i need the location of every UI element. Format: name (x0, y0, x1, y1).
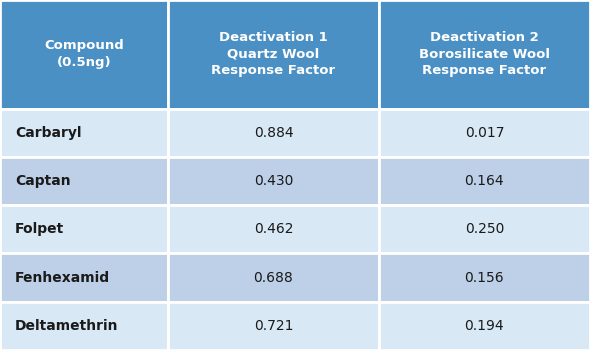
Bar (379, 205, 590, 253)
Text: 0.164: 0.164 (464, 174, 504, 188)
Bar (168, 108, 379, 157)
Bar (0, 253, 168, 302)
Bar (0, 302, 168, 350)
Bar (168, 253, 379, 302)
Text: Carbaryl: Carbaryl (15, 126, 81, 140)
Bar (0, 108, 168, 157)
Text: Deactivation 2
Borosilicate Wool
Response Factor: Deactivation 2 Borosilicate Wool Respons… (419, 31, 550, 77)
Text: 0.017: 0.017 (465, 126, 504, 140)
Text: 0.721: 0.721 (254, 319, 293, 333)
Bar (168, 302, 379, 350)
Bar (168, 205, 379, 253)
Bar (0, 205, 168, 253)
Bar (379, 302, 590, 350)
Bar (168, 0, 379, 108)
Bar (0, 157, 168, 205)
Bar (0, 0, 168, 108)
Text: Captan: Captan (15, 174, 70, 188)
Bar (379, 0, 590, 108)
Text: Deactivation 1
Quartz Wool
Response Factor: Deactivation 1 Quartz Wool Response Fact… (211, 31, 336, 77)
Text: Fenhexamid: Fenhexamid (15, 271, 110, 285)
Text: 0.156: 0.156 (464, 271, 504, 285)
Bar (379, 157, 590, 205)
Text: 0.430: 0.430 (254, 174, 293, 188)
Text: Compound
(0.5ng): Compound (0.5ng) (44, 40, 124, 69)
Text: Folpet: Folpet (15, 222, 64, 236)
Bar (379, 253, 590, 302)
Text: 0.462: 0.462 (254, 222, 293, 236)
Text: 0.194: 0.194 (464, 319, 504, 333)
Bar (168, 157, 379, 205)
Bar (379, 108, 590, 157)
Text: Deltamethrin: Deltamethrin (15, 319, 118, 333)
Text: 0.884: 0.884 (254, 126, 293, 140)
Text: 0.250: 0.250 (465, 222, 504, 236)
Text: 0.688: 0.688 (254, 271, 293, 285)
